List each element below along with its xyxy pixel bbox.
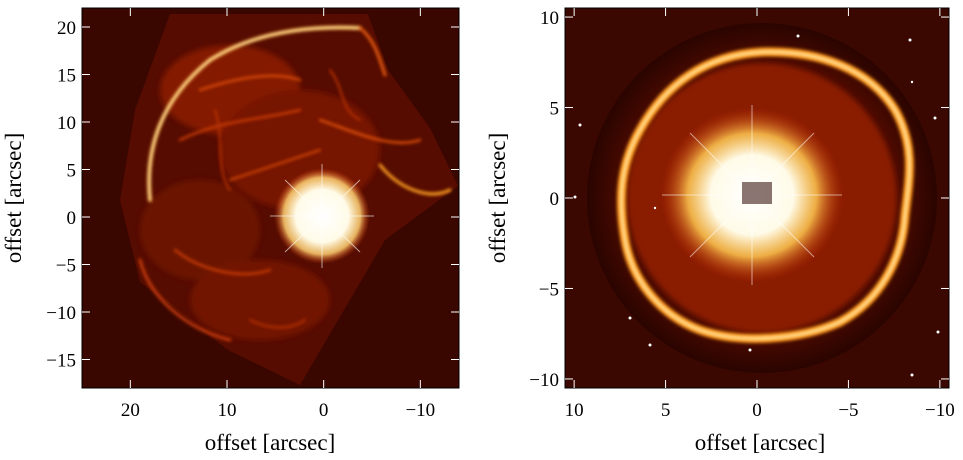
right-xtick-label: 0 <box>752 400 762 421</box>
right-xtick-label: 10 <box>565 400 584 421</box>
left-image <box>82 8 459 388</box>
right-ylabel: offset [arcsec] <box>485 133 510 263</box>
right-mask-patch <box>742 182 772 204</box>
left-xtick-label: 0 <box>319 400 329 421</box>
left-ytick-label: 5 <box>67 161 77 182</box>
left-xtick-label: 10 <box>218 400 237 421</box>
right-ytick-label: 0 <box>550 189 560 210</box>
right-xtick-label: 5 <box>661 400 671 421</box>
left-ytick-label: −5 <box>56 256 76 277</box>
right-xlabel: offset [arcsec] <box>695 430 825 455</box>
left-xlabel: offset [arcsec] <box>205 430 335 455</box>
left-ytick-label: −10 <box>46 303 76 324</box>
right-ticks <box>565 8 949 388</box>
left-ytick-label: 20 <box>57 18 76 39</box>
right-xtick-label: −10 <box>925 400 955 421</box>
right-background-stars <box>573 34 940 377</box>
left-ytick-label: −15 <box>46 351 76 372</box>
right-ytick-label: −5 <box>539 279 559 300</box>
left-ticks <box>82 8 459 388</box>
right-tick-labels: 10 5 0 −5 −10 10 5 0 −5 −10 <box>529 8 954 421</box>
left-plot-frame <box>81 7 460 389</box>
left-ytick-label: 10 <box>57 113 76 134</box>
right-ytick-label: 10 <box>540 8 559 29</box>
right-xtick-label: −5 <box>838 400 858 421</box>
left-ytick-label: 15 <box>57 66 76 87</box>
left-xtick-label: −10 <box>405 400 435 421</box>
right-ytick-label: −10 <box>529 370 559 391</box>
left-psf-spikes <box>270 164 374 268</box>
left-tick-labels: 20 10 0 −10 20 15 10 5 0 −5 −10 −15 <box>46 18 435 421</box>
left-filaments <box>138 25 452 342</box>
right-image <box>565 8 949 388</box>
left-diffuse-emission <box>140 45 380 340</box>
left-ytick-label: 0 <box>67 208 77 229</box>
right-ytick-label: 5 <box>550 99 560 120</box>
left-ylabel: offset [arcsec] <box>1 133 26 263</box>
left-xtick-label: 20 <box>121 400 140 421</box>
